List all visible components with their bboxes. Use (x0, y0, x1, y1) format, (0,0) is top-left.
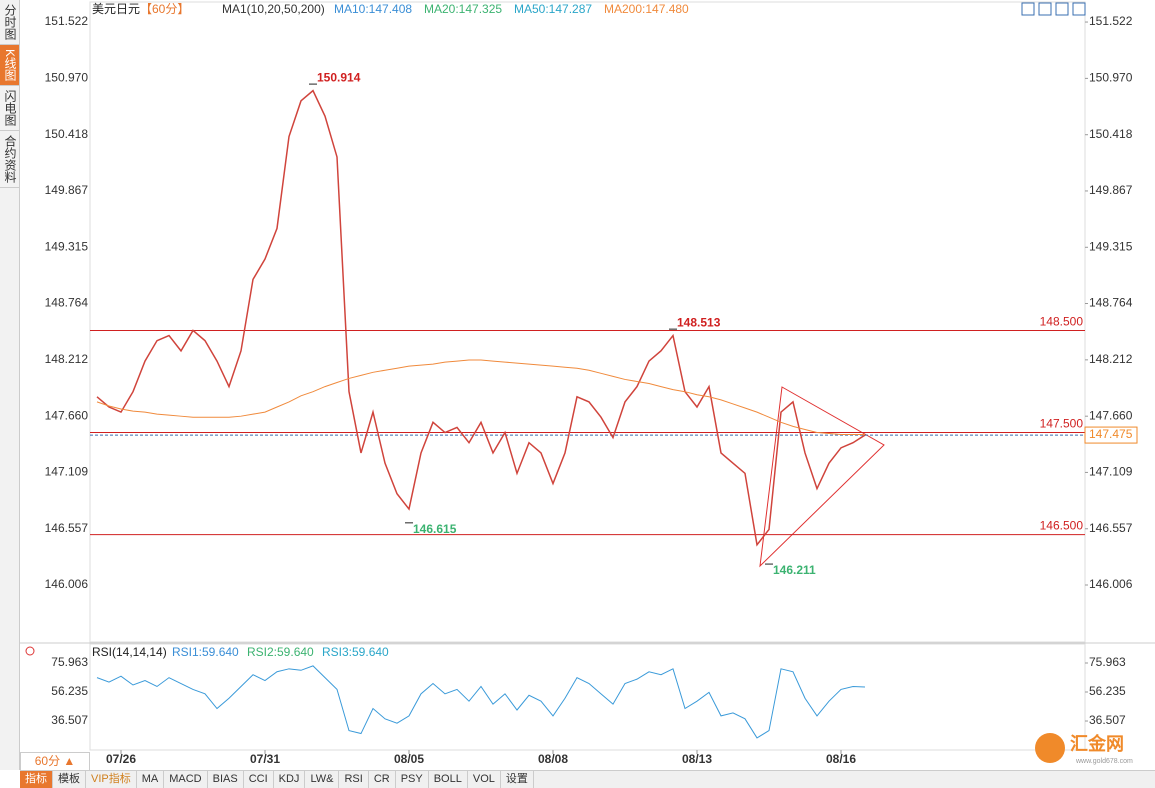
plot-frame (89, 1, 1086, 643)
triangle-drawing (759, 386, 885, 568)
toolbar-tab[interactable]: 指标 (20, 771, 53, 788)
y-tick-label-right: 150.418 (1089, 127, 1133, 141)
price-line (96, 89, 866, 547)
y-tick-label-right: 150.970 (1089, 71, 1133, 85)
toolbar-tab[interactable]: LW& (305, 771, 340, 788)
settings-icon[interactable] (25, 646, 35, 656)
toolbar-tab[interactable]: PSY (396, 771, 429, 788)
toolbar-icons (1021, 2, 1086, 16)
toolbar-tab[interactable]: KDJ (274, 771, 306, 788)
rsi-tick-label: 56.235 (51, 684, 88, 698)
y-tick-label-right: 151.522 (1089, 14, 1133, 28)
x-tick-label: 08/05 (394, 752, 424, 766)
rsi-tick-label: 36.507 (51, 713, 88, 727)
logo-icon (1035, 733, 1065, 763)
rsi-line (96, 665, 866, 739)
legend-entry: MA200:147.480 (604, 2, 689, 16)
period-button[interactable]: 60分 ▲ (20, 752, 90, 771)
logo: 汇金网 www.gold678.com (1035, 733, 1133, 765)
rsi-tick-label: 75.963 (51, 655, 88, 669)
toolbar: 指标 模板 VIP指标 MA MACD BIAS CCI KDJ LW& RSI CR PSY BOLL… (20, 770, 1155, 788)
y-tick-label-right: 148.764 (1089, 296, 1133, 310)
rsi-legend-entry: RSI1:59.640 (172, 645, 239, 659)
extreme-label: 148.513 (677, 315, 721, 329)
side-tab[interactable]: 闪电图 (0, 86, 19, 132)
logo-url: www.gold678.com (1075, 758, 1133, 765)
rsi-frame (89, 643, 1086, 751)
toolbar-tab[interactable]: 模板 (53, 771, 86, 788)
y-tick-label-right: 146.557 (1089, 521, 1133, 535)
toolbar-tab[interactable]: CCI (244, 771, 274, 788)
extreme-label: 146.211 (773, 563, 816, 577)
y-tick-label-right: 149.315 (1089, 239, 1133, 253)
toolbar-tab[interactable]: MACD (164, 771, 208, 788)
logo-name: 汇金网 (1070, 733, 1124, 754)
rsi-legend-entry: RSI3:59.640 (322, 645, 389, 659)
toolbar-tab[interactable]: RSI (339, 771, 369, 788)
y-tick-label: 148.212 (45, 352, 89, 366)
side-tab[interactable]: 合约资料 (0, 131, 19, 189)
y-tick-label-right: 146.006 (1089, 577, 1133, 591)
y-tick-label: 146.006 (45, 577, 89, 591)
current-price-label: 147.475 (1089, 427, 1133, 441)
level-label: 148.500 (1040, 315, 1084, 329)
x-tick-label: 08/16 (826, 752, 856, 766)
legend-entry: MA1(10,20,50,200) (222, 2, 325, 16)
y-tick-label-right: 147.660 (1089, 408, 1133, 422)
ma-line (96, 359, 865, 436)
toolbar-tab[interactable]: VIP指标 (86, 771, 137, 788)
legend-entry: MA10:147.408 (334, 2, 412, 16)
instrument-title: 美元日元 (92, 2, 140, 16)
rsi-legend-entry: RSI2:59.640 (247, 645, 314, 659)
rsi-title: RSI(14,14,14) (92, 645, 167, 659)
toolbar-tab[interactable]: VOL (468, 771, 501, 788)
icon[interactable] (1038, 2, 1052, 16)
toolbar-tab[interactable]: CR (369, 771, 396, 788)
legend-entry: MA20:147.325 (424, 2, 502, 16)
level-label: 147.500 (1040, 417, 1084, 431)
toolbar-tab[interactable]: BIAS (208, 771, 244, 788)
icon[interactable] (1021, 2, 1035, 16)
rsi-tick-label-right: 75.963 (1089, 655, 1126, 669)
x-tick-label: 08/08 (538, 752, 568, 766)
toolbar-tab[interactable]: MA (137, 771, 165, 788)
y-tick-label: 151.522 (45, 14, 89, 28)
chart: 美元日元 【60分】 MA1(10,20,50,200) MA10:147.408 MA… (20, 1, 1155, 766)
y-tick-label: 149.867 (45, 183, 89, 197)
y-tick-label-right: 148.212 (1089, 352, 1133, 366)
side-tab[interactable]: K线图 (0, 45, 19, 87)
level-label: 146.500 (1040, 519, 1084, 533)
rsi-tick-label-right: 56.235 (1089, 684, 1126, 698)
icon[interactable] (1055, 2, 1069, 16)
toolbar-tab[interactable]: BOLL (429, 771, 468, 788)
y-tick-label-right: 149.867 (1089, 183, 1133, 197)
y-tick-label: 147.660 (45, 408, 89, 422)
y-tick-label: 150.970 (45, 71, 89, 85)
x-tick-label: 07/31 (250, 752, 280, 766)
side-tab[interactable]: 分时图 (0, 0, 19, 45)
y-tick-label: 150.418 (45, 127, 89, 141)
current-price-box (1084, 426, 1138, 444)
sidebar: 分时图 K线图 闪电图 合约资料 (0, 0, 20, 770)
extreme-label: 146.615 (413, 522, 457, 536)
extreme-label: 150.914 (317, 70, 361, 84)
toolbar-tab[interactable]: 设置 (501, 771, 534, 788)
y-tick-label: 146.557 (45, 521, 89, 535)
y-tick-label-right: 147.109 (1089, 465, 1133, 479)
rsi-tick-label-right: 36.507 (1089, 713, 1126, 727)
y-tick-label: 148.764 (45, 296, 89, 310)
icon[interactable] (1072, 2, 1086, 16)
y-tick-label: 147.109 (45, 465, 89, 479)
x-tick-label: 07/26 (106, 752, 136, 766)
period-label: 【60分】 (140, 2, 189, 16)
y-tick-label: 149.315 (45, 239, 89, 253)
legend-entry: MA50:147.287 (514, 2, 592, 16)
x-tick-label: 08/13 (682, 752, 712, 766)
